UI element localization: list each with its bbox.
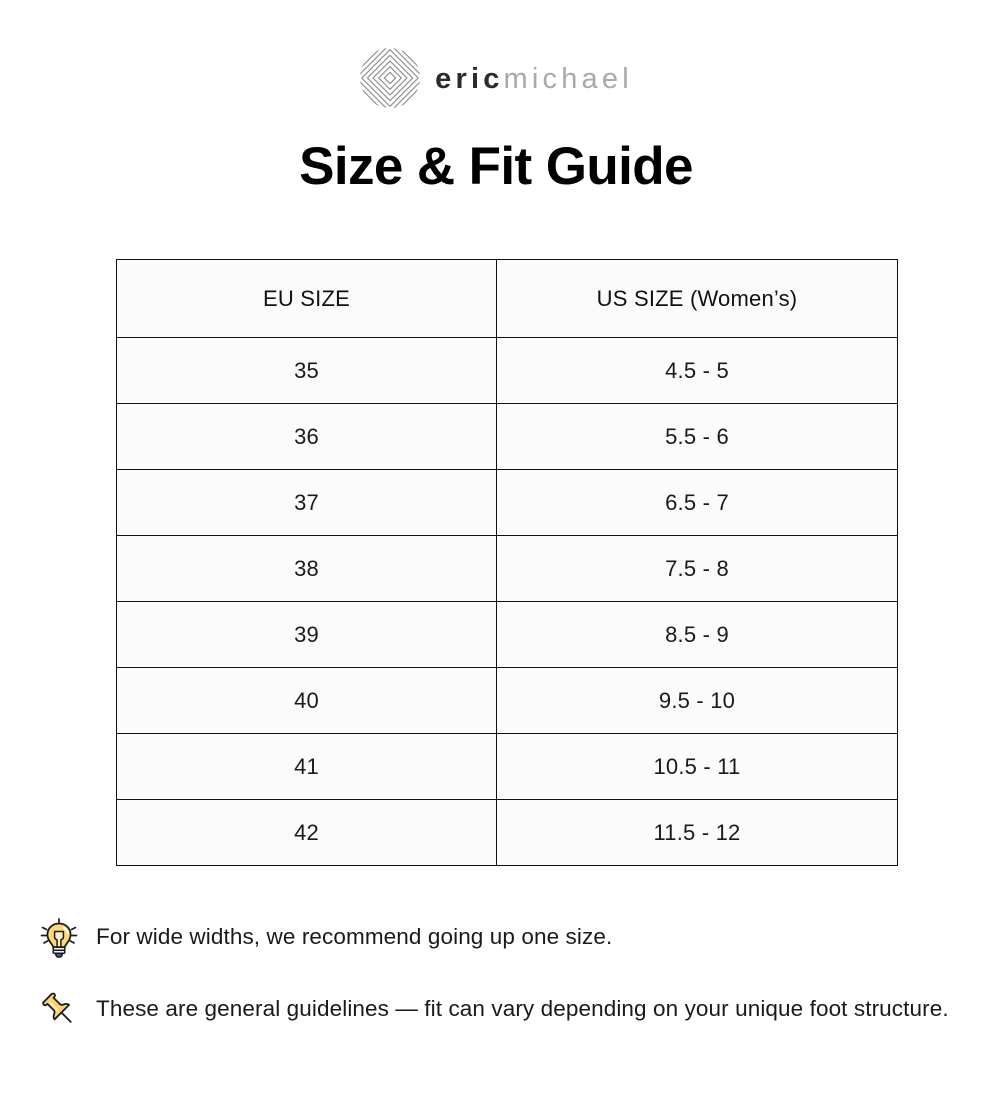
cell-eu-size: 35 [116, 337, 497, 404]
cell-eu-size: 42 [116, 799, 497, 866]
cell-us-size: 6.5 - 7 [496, 469, 898, 536]
cell-us-size: 9.5 - 10 [496, 667, 898, 734]
cell-us-size: 5.5 - 6 [496, 403, 898, 470]
note-text: For wide widths, we recommend going up o… [96, 924, 613, 949]
table-row: 38 7.5 - 8 [116, 535, 898, 602]
cell-eu-size: 37 [116, 469, 497, 536]
cell-eu-size: 36 [116, 403, 497, 470]
cell-eu-size: 39 [116, 601, 497, 668]
note-wide-widths: For wide widths, we recommend going up o… [36, 915, 966, 961]
lightbulb-icon [36, 915, 82, 961]
brand-header: eric michael [0, 0, 992, 109]
table-row: 41 10.5 - 11 [116, 733, 898, 800]
concentric-diamond-logo-icon [359, 47, 421, 109]
notes-section: For wide widths, we recommend going up o… [36, 915, 966, 1059]
table-row: 42 11.5 - 12 [116, 799, 898, 866]
cell-us-size: 10.5 - 11 [496, 733, 898, 800]
size-table-body: 35 4.5 - 5 36 5.5 - 6 37 6.5 - 7 38 7.5 … [116, 337, 898, 866]
table-row: 35 4.5 - 5 [116, 337, 898, 404]
table-header-row: EU SIZE US SIZE (Women’s) [116, 259, 898, 338]
brand-wordmark: eric michael [435, 62, 633, 95]
table-row: 40 9.5 - 10 [116, 667, 898, 734]
note-text: These are general guidelines — fit can v… [96, 996, 949, 1021]
brand-name-secondary: michael [503, 62, 633, 95]
cell-eu-size: 38 [116, 535, 497, 602]
table-row: 39 8.5 - 9 [116, 601, 898, 668]
cell-eu-size: 41 [116, 733, 497, 800]
cell-us-size: 4.5 - 5 [496, 337, 898, 404]
size-table-container: EU SIZE US SIZE (Women’s) 35 4.5 - 5 36 … [116, 259, 898, 866]
pushpin-icon [36, 987, 82, 1033]
size-chart-table: EU SIZE US SIZE (Women’s) 35 4.5 - 5 36 … [116, 259, 898, 866]
cell-eu-size: 40 [116, 667, 497, 734]
note-general-guidelines: These are general guidelines — fit can v… [36, 987, 966, 1033]
table-row: 36 5.5 - 6 [116, 403, 898, 470]
page-title: Size & Fit Guide [299, 137, 693, 196]
brand-name-primary: eric [435, 62, 504, 95]
column-header-eu-size: EU SIZE [116, 259, 497, 338]
cell-us-size: 8.5 - 9 [496, 601, 898, 668]
cell-us-size: 11.5 - 12 [496, 799, 898, 866]
column-header-us-size: US SIZE (Women’s) [496, 259, 898, 338]
table-row: 37 6.5 - 7 [116, 469, 898, 536]
cell-us-size: 7.5 - 8 [496, 535, 898, 602]
